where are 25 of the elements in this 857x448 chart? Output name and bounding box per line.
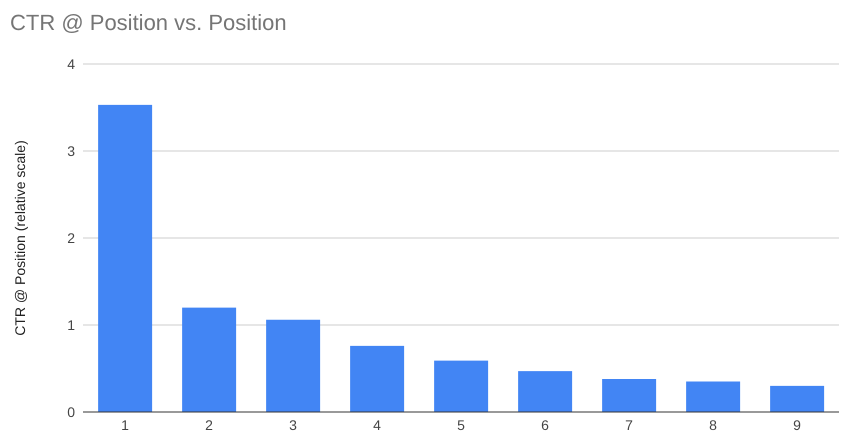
bar	[770, 386, 824, 412]
y-tick-label: 3	[67, 142, 76, 159]
bar	[350, 346, 404, 412]
x-tick-label: 9	[793, 416, 802, 433]
x-tick-label: 2	[205, 416, 214, 433]
chart-title: CTR @ Position vs. Position	[9, 9, 288, 37]
y-tick-label: 1	[67, 316, 76, 333]
x-tick-label: 3	[289, 416, 298, 433]
y-axis-title: CTR @ Position (relative scale)	[12, 140, 28, 336]
x-tick-label: 5	[457, 416, 466, 433]
bar	[434, 360, 488, 412]
bar	[602, 378, 656, 412]
bar	[182, 308, 236, 412]
bar	[266, 320, 320, 412]
x-tick-label: 8	[709, 416, 718, 433]
y-tick-label: 4	[67, 56, 76, 72]
bar	[98, 104, 152, 412]
x-tick-label: 4	[373, 416, 382, 433]
y-tick-label: 2	[67, 230, 76, 246]
y-tick-label: 0	[67, 404, 76, 420]
x-tick-label: 7	[625, 416, 634, 433]
x-tick-label: 1	[121, 416, 130, 433]
bar	[518, 371, 572, 412]
x-tick-label: 6	[541, 416, 550, 433]
bar	[686, 382, 740, 412]
